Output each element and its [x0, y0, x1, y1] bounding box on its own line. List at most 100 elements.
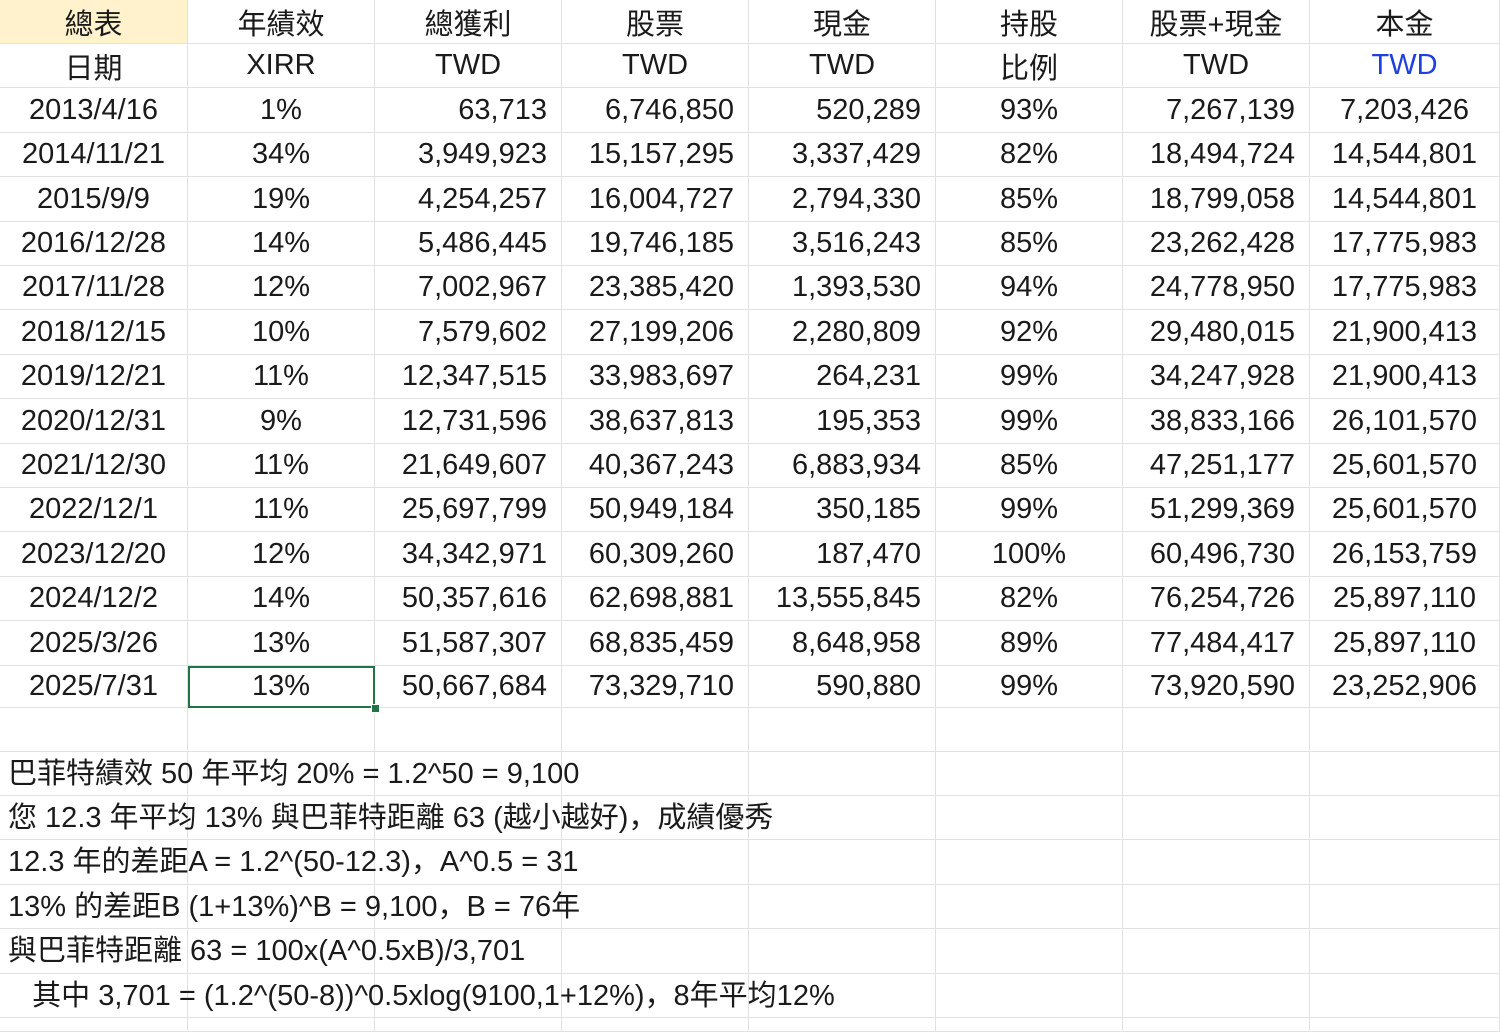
cell-date[interactable]: 2020/12/31	[0, 399, 188, 444]
cell-stock-plus-cash[interactable]: 29,480,015	[1123, 310, 1310, 355]
unit-header-xirr[interactable]: XIRR	[188, 44, 375, 88]
cell-total-profit[interactable]: 51,587,307	[375, 621, 562, 666]
cell-holding-ratio[interactable]: 85%	[936, 444, 1123, 488]
cell[interactable]	[562, 929, 749, 974]
cell-xirr[interactable]: 14%	[188, 222, 375, 266]
cell-stock[interactable]: 16,004,727	[562, 177, 749, 222]
header-principal[interactable]: 本金	[1310, 0, 1500, 44]
cell[interactable]	[1123, 708, 1310, 752]
cell-date[interactable]: 2013/4/16	[0, 88, 188, 133]
selected-cell-xirr[interactable]: 13%	[188, 666, 375, 708]
cell-stock-plus-cash[interactable]: 51,299,369	[1123, 488, 1310, 532]
cell-cash[interactable]: 264,231	[749, 355, 936, 399]
cell[interactable]	[749, 708, 936, 752]
cell[interactable]	[0, 840, 188, 885]
cell-stock[interactable]: 40,367,243	[562, 444, 749, 488]
cell-stock[interactable]: 27,199,206	[562, 310, 749, 355]
cell[interactable]	[562, 1018, 749, 1032]
cell[interactable]	[749, 752, 936, 796]
cell[interactable]	[562, 885, 749, 929]
cell-cash[interactable]: 590,880	[749, 666, 936, 708]
cell-stock[interactable]: 19,746,185	[562, 222, 749, 266]
cell-date[interactable]: 2015/9/9	[0, 177, 188, 222]
header-stock-plus-cash[interactable]: 股票+現金	[1123, 0, 1310, 44]
cell-principal[interactable]: 17,775,983	[1310, 222, 1500, 266]
cell-stock[interactable]: 68,835,459	[562, 621, 749, 666]
cell[interactable]	[188, 885, 375, 929]
cell[interactable]	[375, 974, 562, 1018]
cell-cash[interactable]: 3,516,243	[749, 222, 936, 266]
cell-holding-ratio[interactable]: 85%	[936, 222, 1123, 266]
cell[interactable]	[375, 885, 562, 929]
cell-stock-plus-cash[interactable]: 23,262,428	[1123, 222, 1310, 266]
header-holding-ratio[interactable]: 持股	[936, 0, 1123, 44]
cell-principal[interactable]: 25,601,570	[1310, 444, 1500, 488]
unit-header-principal[interactable]: TWD	[1310, 44, 1500, 88]
cell-principal[interactable]: 17,775,983	[1310, 266, 1500, 310]
cell-date[interactable]: 2016/12/28	[0, 222, 188, 266]
cell-date[interactable]: 2025/3/26	[0, 621, 188, 666]
cell-total-profit[interactable]: 12,731,596	[375, 399, 562, 444]
cell-xirr[interactable]: 13%	[188, 621, 375, 666]
cell[interactable]	[0, 1018, 188, 1032]
cell-stock[interactable]: 62,698,881	[562, 577, 749, 621]
cell[interactable]	[562, 752, 749, 796]
cell[interactable]	[375, 840, 562, 885]
cell-principal[interactable]: 21,900,413	[1310, 355, 1500, 399]
cell-xirr[interactable]: 11%	[188, 355, 375, 399]
cell[interactable]	[936, 1018, 1123, 1032]
cell[interactable]	[1310, 1018, 1500, 1032]
cell-xirr[interactable]: 14%	[188, 577, 375, 621]
cell-principal[interactable]: 26,153,759	[1310, 532, 1500, 577]
cell[interactable]	[0, 974, 188, 1018]
cell[interactable]	[1123, 885, 1310, 929]
cell-cash[interactable]: 187,470	[749, 532, 936, 577]
cell[interactable]	[936, 929, 1123, 974]
cell-cash[interactable]: 6,883,934	[749, 444, 936, 488]
cell[interactable]	[562, 708, 749, 752]
unit-header-holding-ratio[interactable]: 比例	[936, 44, 1123, 88]
cell[interactable]	[1123, 1018, 1310, 1032]
cell-holding-ratio[interactable]: 89%	[936, 621, 1123, 666]
cell-total-profit[interactable]: 63,713	[375, 88, 562, 133]
cell-cash[interactable]: 520,289	[749, 88, 936, 133]
cell-xirr[interactable]: 10%	[188, 310, 375, 355]
cell-cash[interactable]: 350,185	[749, 488, 936, 532]
cell-total-profit[interactable]: 21,649,607	[375, 444, 562, 488]
cell[interactable]	[562, 796, 749, 840]
cell-cash[interactable]: 3,337,429	[749, 133, 936, 177]
cell[interactable]	[188, 708, 375, 752]
cell-holding-ratio[interactable]: 82%	[936, 133, 1123, 177]
cell[interactable]	[375, 796, 562, 840]
cell-principal[interactable]: 21,900,413	[1310, 310, 1500, 355]
cell-total-profit[interactable]: 3,949,923	[375, 133, 562, 177]
cell-stock[interactable]: 15,157,295	[562, 133, 749, 177]
cell-holding-ratio[interactable]: 92%	[936, 310, 1123, 355]
cell-principal[interactable]: 14,544,801	[1310, 133, 1500, 177]
cell[interactable]	[1310, 840, 1500, 885]
cell-xirr[interactable]: 12%	[188, 532, 375, 577]
cell-date[interactable]: 2023/12/20	[0, 532, 188, 577]
cell[interactable]	[1310, 752, 1500, 796]
cell-principal[interactable]: 25,897,110	[1310, 621, 1500, 666]
cell-xirr[interactable]: 9%	[188, 399, 375, 444]
cell-stock-plus-cash[interactable]: 24,778,950	[1123, 266, 1310, 310]
cell-date[interactable]: 2024/12/2	[0, 577, 188, 621]
cell[interactable]	[188, 796, 375, 840]
cell[interactable]	[749, 796, 936, 840]
cell[interactable]	[1123, 752, 1310, 796]
header-date[interactable]: 總表	[0, 0, 188, 44]
cell-stock[interactable]: 60,309,260	[562, 532, 749, 577]
cell-xirr[interactable]: 11%	[188, 444, 375, 488]
cell[interactable]	[188, 752, 375, 796]
cell-principal[interactable]: 26,101,570	[1310, 399, 1500, 444]
cell-xirr[interactable]: 12%	[188, 266, 375, 310]
cell-date[interactable]: 2025/7/31	[0, 666, 188, 708]
cell-cash[interactable]: 8,648,958	[749, 621, 936, 666]
unit-header-stock-plus-cash[interactable]: TWD	[1123, 44, 1310, 88]
cell[interactable]	[188, 840, 375, 885]
cell-principal[interactable]: 25,897,110	[1310, 577, 1500, 621]
header-xirr[interactable]: 年績效	[188, 0, 375, 44]
cell-principal[interactable]: 25,601,570	[1310, 488, 1500, 532]
cell[interactable]	[1123, 840, 1310, 885]
